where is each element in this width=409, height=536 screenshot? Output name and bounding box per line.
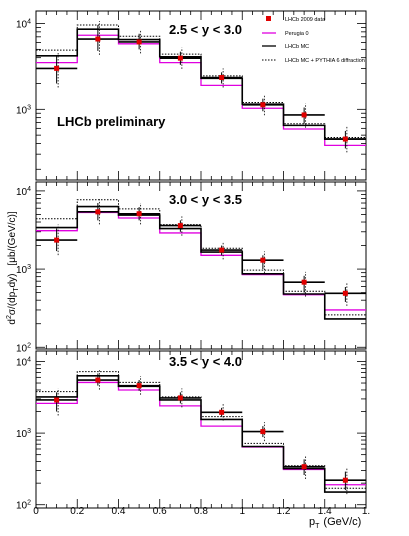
x-tick-label: 1.4	[318, 506, 332, 517]
data-point-marker	[219, 247, 225, 253]
data-point	[324, 282, 366, 306]
data-point	[283, 103, 325, 128]
data-point-marker	[95, 377, 101, 383]
legend-label-mc-diffraction: LHCb MC + PYTHIA 6 diffraction	[285, 58, 365, 64]
data-point	[283, 271, 325, 297]
data-point	[36, 388, 78, 416]
x-tick-label: 0.4	[112, 506, 126, 517]
data-point-marker	[342, 136, 348, 142]
data-point	[324, 126, 366, 153]
series-dotted	[36, 371, 366, 489]
data-point-marker	[260, 429, 266, 435]
data-point-marker	[95, 209, 101, 215]
data-point	[77, 369, 119, 390]
y-tick-label: 102	[16, 342, 31, 354]
data-point	[77, 21, 119, 55]
panel-2: 104 103 102	[16, 181, 367, 354]
panel-frame	[35, 350, 367, 509]
legend-label-data: LHCb 2009 data	[285, 17, 326, 23]
data-point-marker	[95, 36, 101, 42]
data-point	[159, 388, 201, 408]
y-tick-label: 104	[16, 186, 31, 198]
data-point-marker	[301, 464, 307, 470]
y-tick-label: 103	[16, 264, 31, 276]
legend-label-mc: LHCb MC	[285, 44, 309, 50]
data-point-marker	[219, 74, 225, 80]
series-dotted	[36, 199, 366, 316]
x-axis-label: pT (GeV/c)	[309, 516, 361, 530]
data-point	[77, 199, 119, 225]
data-point-marker	[260, 257, 266, 263]
data-point-marker	[260, 102, 266, 108]
data-point	[201, 241, 243, 260]
data-point	[36, 224, 78, 256]
series-solid	[36, 375, 366, 493]
data-point-marker	[136, 383, 142, 389]
data-point	[118, 29, 160, 54]
data-point	[159, 216, 201, 236]
range-label-2: 3.0 < y < 3.5	[169, 192, 242, 207]
y-tick-label: 103	[16, 104, 31, 116]
y-tick-label: 104	[16, 356, 31, 368]
data-point-marker	[136, 211, 142, 217]
data-point-marker	[54, 237, 60, 243]
data-point-marker	[342, 477, 348, 483]
y-tick-label: 102	[16, 500, 31, 512]
data-point-marker	[301, 112, 307, 118]
data-point-marker	[54, 397, 60, 403]
series-solid	[36, 205, 366, 320]
y-tick-label: 104	[16, 19, 31, 31]
data-point	[36, 51, 78, 88]
preliminary-label: LHCb preliminary	[57, 114, 166, 129]
data-point-marker	[177, 395, 183, 401]
x-tick-label: 1	[239, 506, 245, 517]
x-tick-label: 1.	[362, 506, 370, 517]
data-point	[324, 467, 366, 495]
legend: LHCb 2009 data Perugia 0 LHCb MC LHCb MC…	[262, 16, 365, 64]
y-tick-label: 103	[16, 428, 31, 440]
data-point-marker	[177, 55, 183, 61]
data-point	[242, 94, 284, 116]
range-label-1: 2.5 < y < 3.0	[169, 22, 242, 37]
range-label-3: 3.5 < y < 4.0	[169, 354, 242, 369]
data-point	[242, 422, 284, 442]
data-point-marker	[301, 279, 307, 285]
data-point	[118, 203, 160, 225]
x-tick-label: 0.8	[194, 506, 208, 517]
data-point-marker	[177, 223, 183, 229]
x-tick-label: 0	[33, 506, 39, 517]
data-point	[159, 47, 201, 69]
data-point-marker	[342, 290, 348, 296]
x-tick-label: 0.2	[70, 506, 84, 517]
x-tick-label: 1.2	[277, 506, 291, 517]
x-tick-label: 0.6	[153, 506, 167, 517]
panel-1: 104 103	[16, 10, 367, 181]
data-point	[201, 403, 243, 421]
data-point	[118, 376, 160, 395]
legend-marker-data	[266, 16, 271, 21]
data-point-marker	[136, 39, 142, 45]
data-point	[242, 251, 284, 274]
panel-3: 104 103 102	[16, 350, 367, 512]
data-point-marker	[54, 65, 60, 71]
data-point	[283, 455, 325, 479]
y-axis-label: d2σ/(dpTdy)[μb/(GeV/c)]	[6, 211, 20, 324]
data-point	[201, 68, 243, 88]
data-point-marker	[219, 409, 225, 415]
legend-label-perugia: Perugia 0	[285, 31, 309, 37]
